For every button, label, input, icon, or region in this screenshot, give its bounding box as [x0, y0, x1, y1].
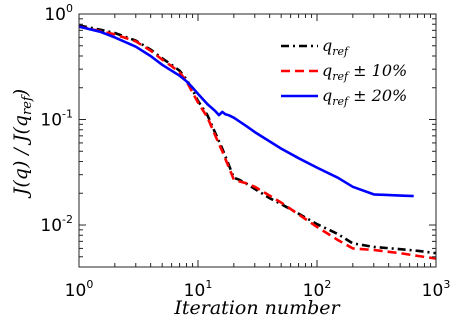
series-line-2 [78, 25, 414, 198]
y-tick-label: 10-2 [40, 213, 73, 236]
legend-label-2: qref ± 20% [322, 86, 407, 108]
series-layer [78, 24, 437, 260]
x-tick-label: 100 [65, 278, 94, 301]
x-tick-label: 101 [184, 278, 213, 301]
y-axis-label: J(q) / J(qref) [10, 89, 35, 199]
legend: qref qref ± 10% qref ± 20% [281, 36, 407, 108]
y-tick-label: 100 [44, 2, 73, 25]
x-axis-label: Iteration number [173, 297, 341, 319]
x-tick-label: 102 [303, 278, 332, 301]
axes-layer: 100 101 102 103 100 10-1 10-2 [40, 2, 450, 301]
x-tick-label: 103 [422, 278, 451, 301]
series-line-1 [78, 25, 437, 260]
legend-label-0: qref [322, 36, 350, 58]
legend-label-1: qref ± 10% [322, 61, 407, 83]
y-tick-label: 10-1 [40, 108, 73, 131]
axes-frame [78, 13, 437, 268]
series-line-0 [78, 24, 437, 255]
